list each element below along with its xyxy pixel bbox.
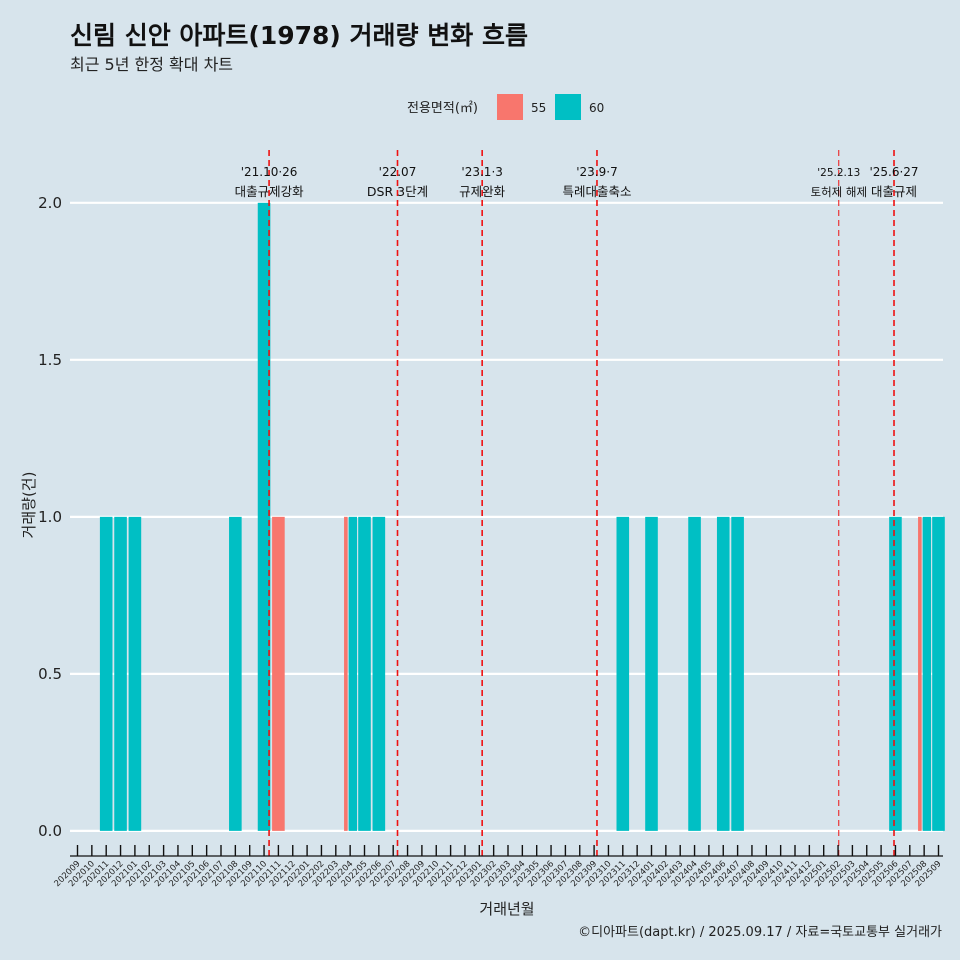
bar-60-202206	[372, 516, 386, 831]
bar-60-202509	[932, 516, 945, 831]
policy-date: '25.2.13	[817, 167, 860, 179]
bar-60-202401	[645, 516, 658, 831]
policy-label: DSR 3단계	[367, 184, 428, 199]
bar-60-202108	[229, 516, 242, 831]
policy-label: 대출규제강화	[235, 184, 305, 199]
policy-label: 특례대출축소	[562, 184, 631, 199]
legend-swatch-60	[555, 94, 581, 120]
bar-60-202205	[358, 516, 371, 831]
bar-60-202204	[348, 516, 358, 831]
bar-60-202407	[731, 516, 744, 831]
bar-60-202404	[688, 516, 701, 831]
bar-60-202506	[889, 516, 902, 831]
caption: ©디아파트(dapt.kr) / 2025.09.17 / 자료=국토교통부 실…	[578, 925, 942, 940]
policy-date: '21.10·26	[241, 165, 298, 179]
bar-60-202406	[716, 516, 730, 831]
legend: 전용면적(㎡) 55 60	[407, 94, 604, 120]
legend-swatch-55	[497, 94, 523, 120]
y-tick-label: 1.5	[38, 351, 62, 369]
bars	[99, 202, 945, 831]
y-tick-label: 2.0	[38, 194, 62, 212]
bar-55-202111	[272, 516, 285, 831]
x-ticks	[76, 845, 940, 856]
policy-label: 대출규제	[871, 184, 917, 199]
y-tick-labels: 0.0 0.5 1.0 1.5 2.0	[38, 194, 62, 840]
bar-55-202508	[918, 516, 922, 831]
y-tick-label: 1.0	[38, 508, 62, 526]
legend-label-55: 55	[531, 101, 546, 115]
policy-date: '23.9·7	[576, 165, 617, 179]
x-axis-title: 거래년월	[479, 900, 534, 918]
policy-date: '23.1·3	[461, 165, 502, 179]
policy-label: 규제완화	[459, 184, 506, 199]
policy-date: '22.07	[379, 165, 417, 179]
bar-60-202101	[128, 516, 142, 831]
chart-subtitle: 최근 5년 한정 확대 차트	[70, 55, 233, 74]
policy-date: '25.6·27	[869, 165, 918, 179]
y-axis-title: 거래량(건)	[20, 472, 38, 539]
y-gridlines	[70, 201, 943, 832]
y-tick-label: 0.5	[38, 665, 62, 683]
legend-title: 전용면적(㎡)	[407, 101, 478, 116]
bar-60-202012	[114, 516, 127, 831]
legend-label-60: 60	[589, 101, 604, 115]
bar-55-202204	[344, 516, 348, 831]
policy-label: 토허제 해제	[810, 185, 867, 199]
bar-60-202110	[257, 202, 271, 831]
y-tick-label: 0.0	[38, 822, 62, 840]
policy-annotations: '21.10·26 대출규제강화 '22.07 DSR 3단계 '23.1·3 규제완화 '…	[235, 165, 919, 199]
bar-60-202311	[616, 516, 630, 831]
bar-60-202508	[922, 516, 932, 831]
policy-lines	[268, 150, 895, 856]
chart-title: 신림 신안 아파트(1978) 거래량 변화 흐름	[70, 21, 528, 50]
bar-60-202011	[99, 516, 113, 831]
